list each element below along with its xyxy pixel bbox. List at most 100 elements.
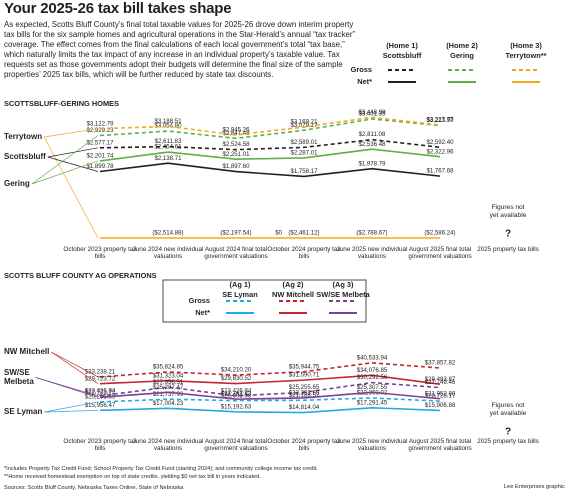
series-line (99, 138, 441, 151)
value-label: $31,323.04 (153, 372, 184, 379)
value-label: $14,814.04 (289, 404, 320, 411)
line-label: NW Mitchell (4, 347, 49, 356)
x-tick-label: June 2024 new individual valuations (132, 246, 204, 260)
legend-row-label: Gross (189, 296, 210, 305)
x-tick-label: August 2024 final total government valua… (204, 246, 268, 260)
leader-line (43, 136, 99, 239)
value-label: $3,448.99 (358, 109, 386, 116)
legend-number: (Ag 3) (333, 280, 354, 289)
value-label: $2,929.23 (86, 127, 114, 134)
legend-name: SE Lyman (222, 290, 258, 299)
x-tick-label: 2025 property tax bills (477, 438, 539, 445)
legend-row-label: Gross (351, 65, 372, 74)
x-tick-label: October 2024 property tax bills (267, 246, 341, 260)
series-line (99, 118, 441, 140)
value-label: $21,952.80 (425, 390, 456, 397)
credit-label: ($2,461.12) (288, 230, 319, 237)
value-label: $2,138.71 (154, 155, 182, 162)
value-label: $17,291.45 (357, 399, 388, 406)
leader-line (31, 135, 99, 185)
value-label: $1,978.79 (358, 160, 386, 167)
leader-line (51, 351, 99, 378)
leader-line (47, 147, 99, 158)
series-line (99, 148, 441, 162)
value-label: $3,169.21 (290, 119, 318, 126)
value-label: $2,589.01 (290, 139, 318, 146)
value-label: $25,287.47 (153, 384, 184, 391)
chart-title: SCOTTS BLUFF COUNTY AG OPERATIONS (4, 271, 157, 280)
credit-label: ($2,788.67) (356, 230, 387, 237)
line-label: Terrytown (4, 132, 42, 141)
credit-label: ($2,197.54) (220, 230, 251, 237)
credit-label: ($2,514.88) (152, 230, 183, 237)
legend-number: (Home 1) (386, 41, 418, 50)
series-line (99, 406, 441, 414)
value-label: $37,857.82 (425, 360, 456, 367)
annotation: Figures not yet available (489, 204, 527, 219)
value-label: $1,767.68 (426, 168, 454, 175)
value-label: $22,391.69 (289, 390, 320, 397)
value-label: $2,536.48 (358, 141, 386, 148)
value-label: $17,004.23 (153, 400, 184, 407)
value-label: $2,811.08 (359, 131, 386, 138)
x-tick-label: 2025 property tax bills (477, 246, 539, 253)
series-line (99, 397, 441, 403)
legend-row-label: Net* (195, 308, 210, 317)
value-label: $29,483.87 (425, 376, 456, 383)
value-label: $40,533.94 (357, 354, 388, 361)
value-label: $15,956.47 (85, 402, 116, 409)
credit: Lee Enterprises graphic (503, 484, 565, 490)
legend-name: SW/SE Melbeta (316, 290, 370, 299)
value-label: $29,723.72 (85, 375, 116, 382)
value-label: $2,454.61 (154, 144, 182, 151)
series-line (99, 391, 441, 400)
value-label: $3,227.75 (426, 117, 454, 124)
legend-number: (Home 2) (446, 41, 478, 50)
value-label: $29,830.52 (221, 375, 252, 382)
value-label: $21,188.52 (289, 392, 320, 399)
value-label: $1,758.17 (290, 168, 318, 175)
series-line (99, 381, 441, 397)
value-label: $25,255.65 (289, 384, 320, 391)
x-tick-label: October 2024 property tax bills (267, 438, 341, 452)
value-label: $2,592.40 (426, 139, 454, 146)
leader-line (31, 160, 99, 185)
credit-label: ($2,586.24) (424, 230, 455, 237)
value-label: $3,054.80 (154, 123, 182, 130)
series-line (99, 374, 441, 385)
value-label: $27,956.51 (153, 379, 184, 386)
value-label: $34,076.85 (357, 367, 388, 374)
value-label: $1,899.78 (86, 163, 114, 170)
value-label: $2,945.26 (222, 127, 250, 134)
x-tick-label: August 2025 final total government valua… (408, 438, 472, 452)
x-tick-label: June 2025 new individual valuations (336, 246, 408, 260)
value-label: $15,192.63 (221, 403, 252, 410)
x-tick-label: August 2025 final total government valua… (408, 246, 472, 260)
x-tick-label: June 2024 new individual valuations (132, 438, 204, 452)
legend-number: (Home 3) (510, 41, 542, 50)
series-line (99, 162, 441, 178)
value-label: $22,723.72 (85, 389, 116, 396)
value-label: $2,524.58 (222, 141, 250, 148)
line-label: Melbeta (4, 377, 34, 386)
value-label: $35,824.85 (153, 364, 184, 371)
value-label: $2,847.48 (222, 130, 250, 137)
value-label: $20,969.03 (221, 392, 252, 399)
legend-box (162, 279, 367, 323)
x-tick-label: October 2023 property tax bills (63, 246, 137, 260)
value-label: $23,426.84 (221, 388, 252, 395)
footnote: *Includes Property Tax Credit Fund; Scho… (4, 466, 318, 472)
value-label: $2,201.74 (86, 153, 114, 160)
series-line (99, 362, 441, 378)
legend-name: Gering (450, 51, 474, 60)
line-label: Gering (4, 179, 30, 188)
value-label: $21,737.99 (153, 391, 184, 398)
value-label: $3,213.97 (426, 117, 454, 124)
value-label: $35,944.75 (289, 363, 320, 370)
value-label: $34,210.20 (221, 367, 252, 374)
value-label: $3,122.79 (86, 120, 114, 127)
footnote: **Home received homestead exemption on t… (4, 474, 261, 480)
leader-line (44, 401, 99, 413)
